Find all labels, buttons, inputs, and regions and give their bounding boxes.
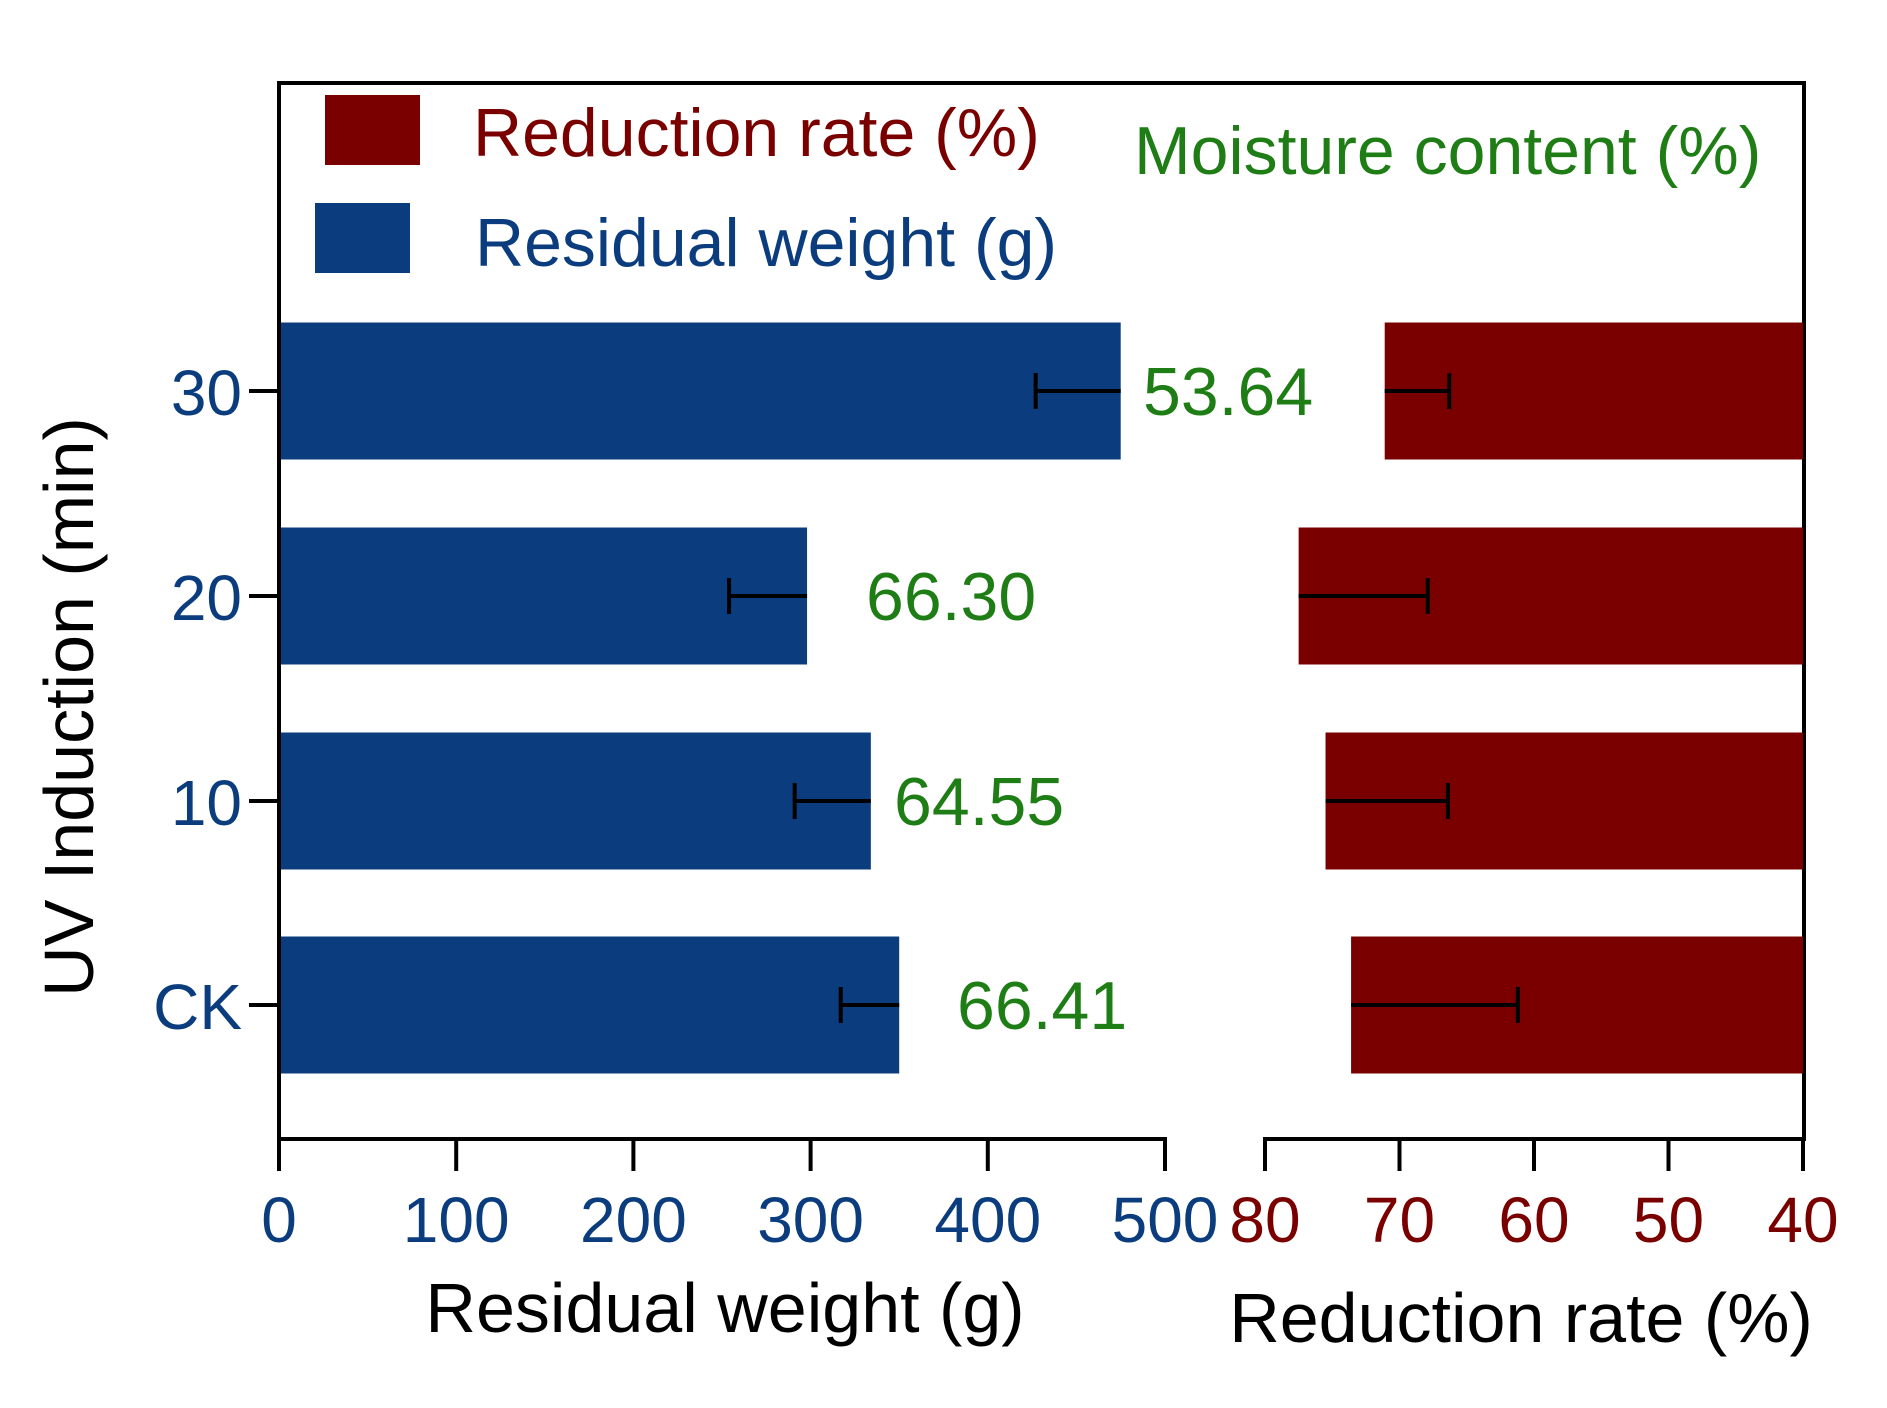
residual-bar-10: [281, 732, 871, 870]
x-axis-title-reduction: Reduction rate (%): [1229, 1279, 1813, 1357]
moisture-value-20: 66.30: [866, 559, 1036, 635]
y-tick-label-10: 10: [171, 767, 242, 839]
residual-bar-ck: [281, 936, 900, 1074]
legend-swatch-residual: [315, 203, 410, 273]
moisture-value-30: 53.64: [1143, 354, 1313, 430]
x-tick-label-reduction-40: 40: [1767, 1184, 1838, 1256]
residual-bar-20: [281, 527, 808, 665]
x-tick-label-residual-400: 400: [934, 1184, 1041, 1256]
x-tick-label-residual-500: 500: [1112, 1184, 1219, 1256]
reduction-bar-30: [1384, 322, 1803, 460]
y-tick-label-30: 30: [171, 357, 242, 429]
x-tick-label-reduction-80: 80: [1229, 1184, 1300, 1256]
residual-bar-30: [281, 322, 1121, 460]
axis-break-gap: [1167, 1133, 1263, 1145]
x-tick-label-reduction-70: 70: [1364, 1184, 1435, 1256]
x-tick-label-residual-300: 300: [757, 1184, 864, 1256]
moisture-value-10: 64.55: [894, 764, 1064, 840]
legend-swatch-reduction: [325, 95, 420, 165]
x-tick-label-residual-0: 0: [261, 1184, 297, 1256]
y-axis-title: UV Induction (min): [30, 417, 108, 997]
x-tick-label-reduction-60: 60: [1498, 1184, 1569, 1256]
legend-label-residual: Residual weight (g): [475, 205, 1057, 281]
moisture-value-ck: 66.41: [957, 968, 1127, 1044]
legend-label-reduction: Reduction rate (%): [473, 95, 1040, 171]
x-tick-label-reduction-50: 50: [1633, 1184, 1704, 1256]
y-tick-label-ck: CK: [153, 971, 242, 1043]
x-tick-label-residual-100: 100: [403, 1184, 510, 1256]
x-axis-title-residual: Residual weight (g): [425, 1269, 1024, 1347]
x-tick-label-residual-200: 200: [580, 1184, 687, 1256]
y-tick-label-20: 20: [171, 562, 242, 634]
moisture-content-header: Moisture content (%): [1134, 113, 1761, 189]
